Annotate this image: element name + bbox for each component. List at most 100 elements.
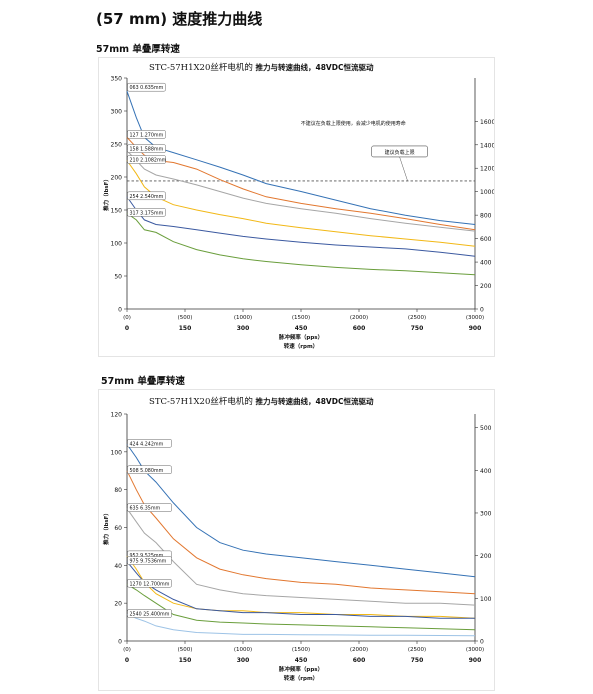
series-callout-box-6 bbox=[127, 609, 172, 618]
series-line-1 bbox=[126, 470, 476, 595]
series-callout-box-2 bbox=[127, 503, 172, 512]
y-right-tick-label: 1600 bbox=[480, 119, 494, 126]
x-axis-label: 脉冲频率（pps） bbox=[278, 333, 323, 341]
y-right-tick-label: 200 bbox=[480, 283, 492, 290]
x-rpm-tick-label: 0 bbox=[125, 325, 129, 332]
y-right-tick-label: 400 bbox=[480, 468, 492, 475]
chart-panel-1: STC-57H1X20丝杆电机的 推力与转速曲线，48VDC恒流驱动 0 50 100… bbox=[98, 57, 509, 357]
x-pps-tick-label: (2000) bbox=[350, 315, 368, 321]
series-callout-box-2 bbox=[127, 144, 166, 153]
x-pps-tick-label: (1000) bbox=[234, 647, 252, 653]
y-right-tick-label: 300 bbox=[480, 510, 492, 517]
y-right-tick-label: 400 bbox=[480, 260, 492, 267]
x-rpm-tick-label: 750 bbox=[411, 657, 424, 664]
section-title-1: 57mm 单叠厚转速 bbox=[96, 44, 180, 55]
y-tick-label: 0 bbox=[118, 639, 122, 646]
x-pps-tick-label: (1000) bbox=[234, 315, 252, 321]
y-tick-label: 120 bbox=[111, 412, 123, 419]
series-callout-box-3 bbox=[127, 155, 166, 164]
x-axis-label: 脉冲频率（pps） bbox=[278, 665, 323, 673]
y-tick-label: 250 bbox=[111, 142, 123, 149]
chart-note: 不建议在负载上限使用，会减少电机的使用寿命 bbox=[301, 120, 406, 127]
y-right-tick-label: 500 bbox=[480, 425, 492, 432]
y-right-tick-label: 1000 bbox=[480, 189, 494, 196]
series-callout-box-5 bbox=[127, 208, 166, 217]
series-label-1: 508 5.080mm bbox=[130, 468, 164, 474]
x-rpm-tick-label: 450 bbox=[295, 657, 308, 664]
series-line-4 bbox=[126, 196, 476, 257]
series-label-4: 975 9.7536mm bbox=[130, 559, 167, 565]
series-label-2: 158 1.588mm bbox=[130, 147, 164, 153]
series-line-4 bbox=[126, 561, 475, 619]
y-tick-label: 80 bbox=[114, 487, 122, 494]
series-label-1: 127 1.270mm bbox=[130, 132, 164, 138]
chart-title-prefix: STC-57H1X20丝杆电机的 bbox=[149, 396, 253, 407]
series-label-4: 254 2.540mm bbox=[130, 194, 164, 200]
series-label-5: 317 3.175mm bbox=[130, 210, 164, 216]
chart-title-suffix: 推力与转速曲线，48VDC恒流驱动 bbox=[253, 396, 374, 406]
chart-title-prefix: STC-57H1X20丝杆电机的 bbox=[149, 62, 253, 73]
series-line-6 bbox=[126, 614, 476, 637]
y-right-tick-label: 1400 bbox=[480, 142, 494, 149]
x-pps-tick-label: (500) bbox=[178, 315, 193, 321]
y-axis-label: 推力（lbsF） bbox=[102, 510, 110, 545]
y-tick-label: 100 bbox=[111, 241, 123, 248]
series-line-2 bbox=[126, 150, 476, 232]
x-rpm-tick-label: 0 bbox=[125, 657, 129, 664]
x-rpm-tick-label: 900 bbox=[469, 325, 482, 332]
thrust-speed-chart-2: STC-57H1X20丝杆电机的 推力与转速曲线，48VDC恒流驱动 0 20 40 6… bbox=[102, 396, 509, 682]
y-right-tick-label: 100 bbox=[480, 596, 492, 603]
y-tick-label: 150 bbox=[111, 208, 123, 215]
x-pps-tick-label: (1500) bbox=[292, 647, 310, 653]
y-right-tick-label: 600 bbox=[480, 236, 492, 243]
x-pps-tick-label: (500) bbox=[178, 647, 193, 653]
y-tick-label: 200 bbox=[111, 175, 123, 182]
series-line-3 bbox=[126, 160, 476, 247]
y-axis-label: 推力（lbsF） bbox=[102, 176, 110, 211]
x-rpm-tick-label: 750 bbox=[411, 325, 424, 332]
series-label-5: 1270 12.700mm bbox=[130, 581, 170, 587]
series-line-2 bbox=[126, 508, 476, 606]
chart-title: STC-57H1X20丝杆电机的 推力与转速曲线，48VDC恒流驱动 bbox=[149, 396, 374, 407]
x-pps-tick-label: (1500) bbox=[292, 315, 310, 321]
y-tick-label: 100 bbox=[111, 449, 123, 456]
series-callout-box-1 bbox=[127, 130, 166, 139]
series-label-0: 424 4.242mm bbox=[130, 441, 164, 447]
x-rpm-tick-label: 900 bbox=[469, 657, 482, 664]
x-pps-tick-label: (0) bbox=[123, 315, 131, 321]
y-right-tick-label: 0 bbox=[480, 639, 484, 646]
y-tick-label: 40 bbox=[114, 563, 122, 570]
x-rpm-tick-label: 150 bbox=[179, 657, 192, 664]
y-tick-label: 50 bbox=[114, 274, 122, 281]
y-tick-label: 20 bbox=[114, 601, 122, 608]
x-pps-tick-label: (3000) bbox=[466, 315, 484, 321]
x-rpm-tick-label: 300 bbox=[237, 325, 250, 332]
section-title-2: 57mm 单叠厚转速 bbox=[101, 376, 185, 387]
chart-title-suffix: 推力与转速曲线，48VDC恒流驱动 bbox=[253, 62, 374, 72]
page-title: (57 mm) 速度推力曲线 bbox=[96, 10, 263, 28]
x-pps-tick-label: (3000) bbox=[466, 647, 484, 653]
series-line-3 bbox=[126, 555, 476, 619]
series-label-2: 635 6.35mm bbox=[130, 506, 161, 512]
load-limit-label: 建议负载上限 bbox=[385, 149, 415, 156]
x-rpm-tick-label: 600 bbox=[353, 657, 366, 664]
series-line-0 bbox=[126, 444, 476, 578]
thrust-speed-chart-1: STC-57H1X20丝杆电机的 推力与转速曲线，48VDC恒流驱动 0 50 100… bbox=[102, 62, 509, 350]
series-callout-box-0 bbox=[127, 82, 166, 92]
x-rpm-tick-label: 300 bbox=[237, 657, 250, 664]
y-tick-label: 0 bbox=[118, 307, 122, 314]
x-axis-label-2: 转速（rpm） bbox=[284, 674, 318, 682]
x-pps-tick-label: (0) bbox=[123, 647, 131, 653]
x-pps-tick-label: (2500) bbox=[408, 647, 426, 653]
series-callout-box-4 bbox=[127, 191, 166, 201]
x-axis-label-2: 转速（rpm） bbox=[284, 342, 318, 350]
chart-title: STC-57H1X20丝杆电机的 推力与转速曲线，48VDC恒流驱动 bbox=[149, 62, 374, 73]
y-right-tick-label: 1200 bbox=[480, 166, 494, 173]
load-limit-callout-box bbox=[371, 145, 428, 158]
series-label-6: 2540 25.400mm bbox=[130, 612, 170, 618]
series-callout-box-1 bbox=[127, 465, 172, 474]
series-label-0: 063 0.635mm bbox=[130, 85, 164, 91]
y-right-tick-label: 200 bbox=[480, 553, 492, 560]
series-callout-box-4 bbox=[127, 556, 172, 565]
series-line-0 bbox=[126, 91, 476, 225]
